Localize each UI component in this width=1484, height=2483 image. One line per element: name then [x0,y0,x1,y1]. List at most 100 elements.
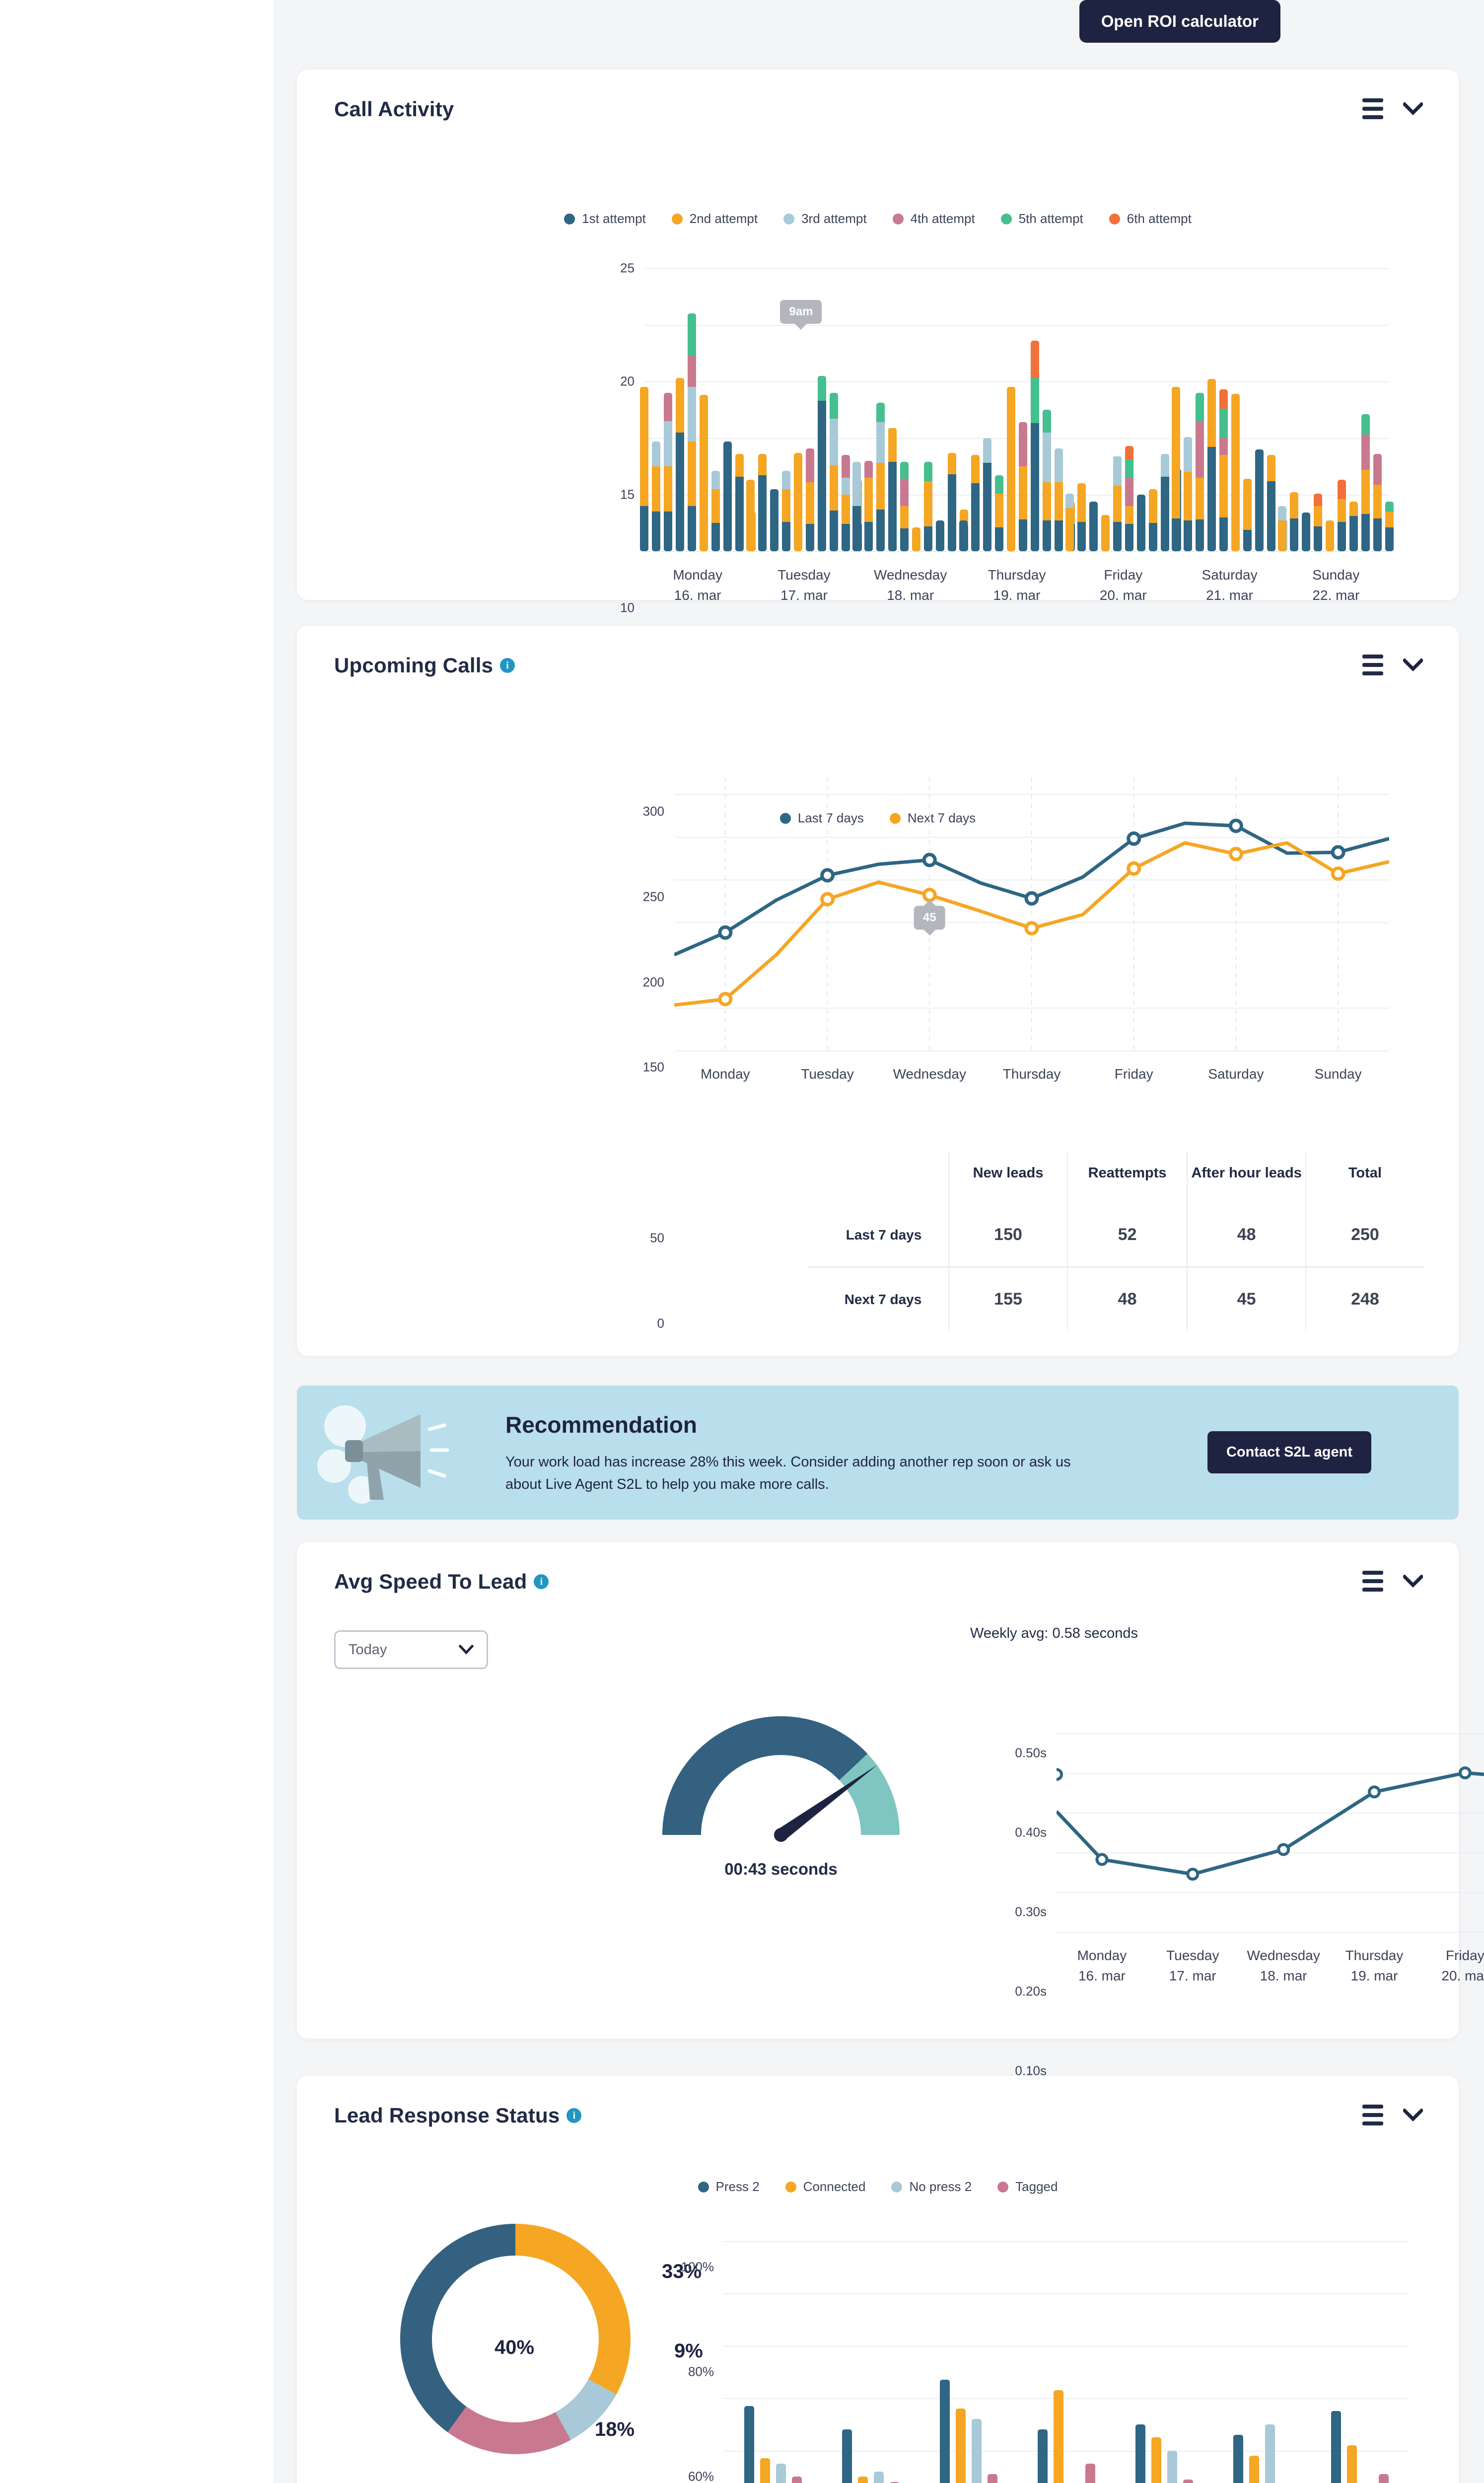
period-select[interactable]: Today [334,1630,488,1669]
donut-slice[interactable] [447,2406,571,2454]
info-icon[interactable]: i [500,658,515,673]
call-activity-bar[interactable] [1267,455,1276,551]
lead-response-bar[interactable] [1038,2429,1048,2483]
legend-item-next-7-days[interactable]: Next 7 days [889,810,976,826]
call-activity-bar[interactable] [829,392,838,551]
data-point[interactable] [1458,1766,1472,1779]
call-activity-bar[interactable] [971,455,980,551]
data-point[interactable] [1057,1768,1063,1781]
legend-item-press-2[interactable]: Press 2 [698,2179,760,2194]
lead-response-bar[interactable] [939,2380,950,2483]
legend-item-1st-attempt[interactable]: 1st attempt [564,211,646,226]
data-point[interactable] [1228,847,1243,862]
hamburger-icon[interactable] [1362,655,1383,675]
lead-response-bar[interactable] [955,2409,966,2483]
lead-response-bar[interactable] [1331,2411,1342,2483]
lead-response-bar[interactable] [760,2458,770,2483]
call-activity-bar[interactable] [723,441,732,551]
legend-item-tagged[interactable]: Tagged [997,2179,1058,2194]
call-activity-bar[interactable] [663,392,672,551]
legend-item-2nd-attempt[interactable]: 2nd attempt [671,211,758,226]
call-activity-bar[interactable] [687,313,696,551]
call-activity-bar[interactable] [841,455,850,551]
call-activity-bar[interactable] [1219,389,1228,551]
lead-response-bar[interactable] [842,2429,852,2483]
call-activity-bar[interactable] [1278,506,1287,551]
lead-response-bar[interactable] [1265,2424,1275,2483]
contact-s2l-agent-button[interactable]: Contact S2L agent [1207,1431,1371,1473]
lead-response-bar[interactable] [1379,2474,1389,2483]
call-activity-bar[interactable] [876,403,885,551]
call-activity-bar[interactable] [852,461,861,551]
call-activity-bar[interactable] [959,520,968,551]
donut-slice[interactable] [515,2224,631,2395]
call-activity-bar[interactable] [675,378,684,551]
call-activity-bar[interactable] [735,453,744,551]
lead-response-bar[interactable] [987,2474,997,2483]
call-activity-bar[interactable] [1385,501,1394,551]
lead-response-bar[interactable] [1183,2479,1194,2483]
call-activity-bar[interactable] [1231,394,1240,551]
hamburger-icon[interactable] [1362,2105,1383,2125]
call-activity-bar[interactable] [1160,453,1169,551]
call-activity-bar[interactable] [1326,520,1335,551]
hamburger-icon[interactable] [1362,98,1383,119]
data-point[interactable] [922,853,937,868]
chevron-down-icon[interactable] [1403,1575,1423,1588]
call-activity-bar[interactable] [1338,480,1346,551]
data-point[interactable] [1368,1785,1381,1799]
call-activity-bar[interactable] [1006,387,1015,551]
call-activity-bar[interactable] [1113,456,1122,551]
call-activity-bar[interactable] [1136,495,1145,551]
call-activity-bar[interactable] [639,387,648,551]
data-point[interactable] [1095,1853,1109,1866]
info-icon[interactable]: i [566,2108,582,2123]
data-point[interactable] [718,925,733,940]
legend-item-3rd-attempt[interactable]: 3rd attempt [783,211,867,226]
donut-slice[interactable] [555,2379,617,2440]
call-activity-bar[interactable] [793,452,802,551]
lead-response-bar[interactable] [1347,2445,1357,2483]
call-activity-bar[interactable] [994,475,1003,551]
chevron-down-icon[interactable] [1403,658,1423,671]
call-activity-bar[interactable] [1042,410,1051,551]
donut-slice[interactable] [400,2224,516,2432]
call-activity-bar[interactable] [1065,493,1074,551]
call-activity-bar[interactable] [1148,489,1157,551]
call-activity-bar[interactable] [1172,387,1181,551]
call-activity-bar[interactable] [699,395,708,551]
call-activity-bar[interactable] [1125,446,1133,551]
call-activity-bar[interactable] [900,461,909,551]
call-activity-bar[interactable] [1089,501,1098,551]
call-activity-bar[interactable] [1349,501,1358,551]
lead-response-bar[interactable] [1233,2434,1244,2483]
call-activity-bar[interactable] [912,527,921,551]
call-activity-bar[interactable] [1077,483,1086,551]
call-activity-bar[interactable] [770,489,778,551]
lead-response-bar[interactable] [791,2477,802,2483]
data-point[interactable] [1127,861,1141,876]
lead-response-bar[interactable] [1151,2437,1162,2483]
call-activity-bar[interactable] [817,375,826,551]
chevron-down-icon[interactable] [1403,102,1423,115]
data-point[interactable] [1228,818,1243,833]
call-activity-bar[interactable] [1243,479,1252,551]
legend-item-no-press-2[interactable]: No press 2 [891,2179,972,2194]
call-activity-bar[interactable] [924,461,933,551]
call-activity-bar[interactable] [1302,512,1311,551]
call-activity-bar[interactable] [1054,448,1063,551]
legend-item-connected[interactable]: Connected [785,2179,865,2194]
info-icon[interactable]: i [534,1574,549,1589]
lead-response-bar[interactable] [971,2419,982,2483]
call-activity-bar[interactable] [983,438,991,551]
data-point[interactable] [1024,891,1039,906]
lead-response-bar[interactable] [1085,2463,1095,2483]
call-activity-bar[interactable] [1030,340,1039,551]
legend-item-5th-attempt[interactable]: 5th attempt [1000,211,1083,226]
call-activity-bar[interactable] [1314,493,1323,551]
lead-response-bar[interactable] [1054,2390,1063,2483]
data-point[interactable] [1024,921,1039,936]
data-point[interactable] [820,868,835,883]
hamburger-icon[interactable] [1362,1571,1383,1592]
lead-response-bar[interactable] [776,2463,786,2483]
